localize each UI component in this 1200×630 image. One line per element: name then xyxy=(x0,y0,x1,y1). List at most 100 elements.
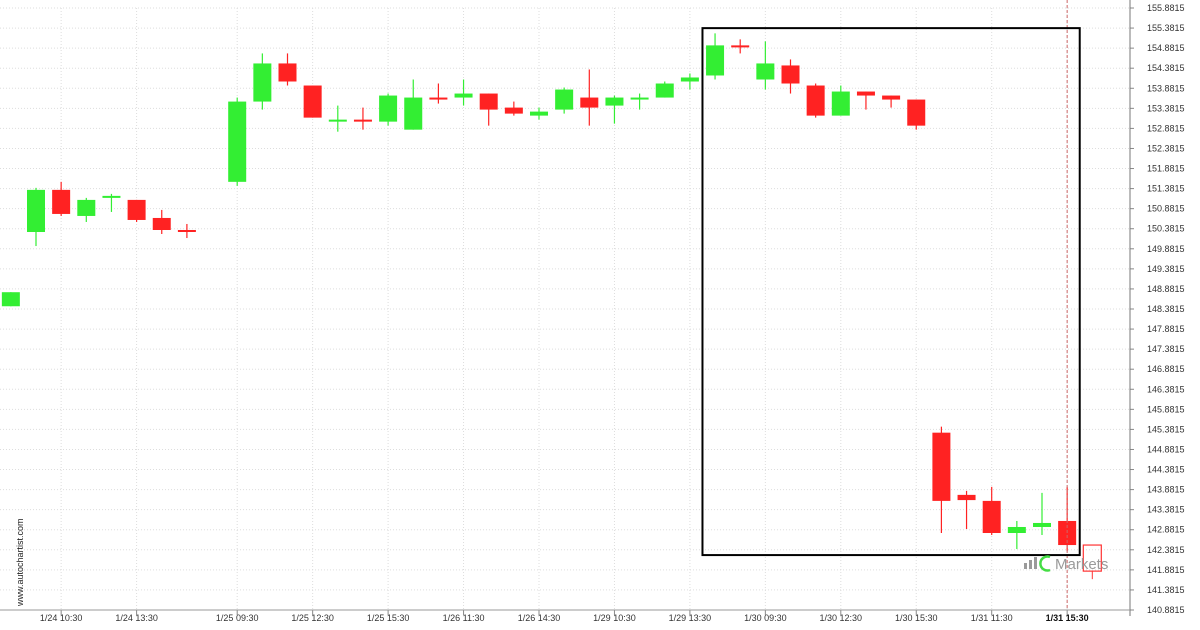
candle-down xyxy=(580,69,599,126)
logo-bar xyxy=(1034,557,1037,569)
candle-body xyxy=(731,45,750,48)
candle-down xyxy=(957,490,976,529)
candle-down xyxy=(177,223,196,239)
brand-logo: Markets xyxy=(1024,555,1108,573)
y-tick-label: 154.8815 xyxy=(1147,43,1185,53)
candle-down xyxy=(806,83,825,118)
candle-body xyxy=(630,97,649,100)
candle-up xyxy=(1033,492,1051,536)
candle-down xyxy=(353,107,372,130)
candle-down xyxy=(278,53,297,86)
candle-body xyxy=(303,85,322,118)
x-tick-label: 1/30 15:30 xyxy=(895,613,938,623)
logo-text: Markets xyxy=(1055,556,1108,573)
x-tick-label: 1/30 12:30 xyxy=(820,613,863,623)
logo-bar xyxy=(1024,563,1027,569)
y-tick-label: 143.8815 xyxy=(1147,485,1185,495)
candle-body xyxy=(781,65,800,84)
candle-body xyxy=(1007,526,1026,534)
candle-body xyxy=(756,63,775,80)
candle-up xyxy=(680,73,699,90)
candle-up xyxy=(1,292,20,307)
y-tick-label: 144.8815 xyxy=(1147,444,1185,454)
candle-body xyxy=(605,97,624,106)
candle-body xyxy=(932,432,951,501)
candle-up xyxy=(228,97,247,186)
x-tick-label: 1/29 13:30 xyxy=(669,613,712,623)
candle-up xyxy=(706,33,725,80)
candle-up xyxy=(102,193,121,212)
x-tick-label: 1/31 15:30 xyxy=(1046,613,1089,623)
candle-body xyxy=(52,189,71,214)
candle-up xyxy=(27,187,45,247)
y-tick-label: 153.8815 xyxy=(1147,83,1185,93)
candle-body xyxy=(353,119,372,122)
y-tick-label: 148.3815 xyxy=(1147,304,1185,314)
candle-body xyxy=(982,500,1001,534)
candle-body xyxy=(957,494,976,501)
candle-body xyxy=(77,199,96,216)
x-tick-label: 1/24 10:30 xyxy=(40,613,83,623)
candle-body xyxy=(379,95,398,122)
y-tick-label: 148.8815 xyxy=(1147,284,1185,294)
candle-up xyxy=(454,79,473,106)
y-tick-label: 149.3815 xyxy=(1147,264,1185,274)
logo-bar xyxy=(1029,560,1032,569)
candle-down xyxy=(907,99,926,130)
pattern-overlay xyxy=(701,0,1102,610)
candle-body xyxy=(177,229,196,232)
x-tick-label: 1/29 10:30 xyxy=(593,613,636,623)
y-tick-label: 150.3815 xyxy=(1147,224,1185,234)
candle-body xyxy=(127,199,146,220)
x-tick-label: 1/30 09:30 xyxy=(744,613,787,623)
candle-body xyxy=(328,119,347,122)
candle-up xyxy=(605,95,624,124)
logo-bars-icon xyxy=(1024,555,1051,572)
x-tick-label: 1/25 15:30 xyxy=(367,613,410,623)
y-tick-label: 147.3815 xyxy=(1147,344,1185,354)
y-tick-label: 144.3815 xyxy=(1147,465,1185,475)
y-tick-label: 140.8815 xyxy=(1147,605,1185,615)
candle-body xyxy=(1,292,20,307)
candle-up xyxy=(655,81,674,98)
y-tick-label: 155.3815 xyxy=(1147,23,1185,33)
x-tick-label: 1/25 12:30 xyxy=(291,613,334,623)
x-tick-label: 1/26 14:30 xyxy=(518,613,561,623)
y-tick-label: 155.8815 xyxy=(1147,3,1185,13)
candle-up xyxy=(530,107,548,120)
candle-body xyxy=(27,189,45,233)
y-tick-label: 152.3815 xyxy=(1147,143,1185,153)
watermark: www.autochartist.com xyxy=(15,518,25,607)
candle-up xyxy=(555,87,574,114)
candle-down xyxy=(429,83,448,104)
candle-up xyxy=(630,93,649,110)
candle-down xyxy=(856,91,875,110)
candle-body xyxy=(856,91,875,96)
candle-down xyxy=(152,209,171,235)
x-tick-label: 1/25 09:30 xyxy=(216,613,259,623)
candle-down xyxy=(781,59,800,94)
candle-body xyxy=(1058,520,1077,546)
candle-body xyxy=(655,83,674,98)
candle-body xyxy=(429,97,448,100)
y-tick-label: 141.3815 xyxy=(1147,585,1185,595)
projection-box xyxy=(1082,544,1102,572)
candle-up xyxy=(77,197,96,222)
candles xyxy=(1,33,1077,552)
y-tick-label: 150.8815 xyxy=(1147,204,1185,214)
candle-body xyxy=(555,89,574,110)
pattern-box xyxy=(701,27,1081,557)
candle-body xyxy=(152,217,171,230)
candle-body xyxy=(706,45,725,76)
x-tick-label: 1/26 11:30 xyxy=(443,613,485,623)
candle-body xyxy=(1033,522,1051,527)
x-tick-label: 1/24 13:30 xyxy=(115,613,158,623)
y-tick-label: 145.3815 xyxy=(1147,424,1185,434)
candle-up xyxy=(328,105,347,132)
candle-body xyxy=(404,97,423,130)
candle-up xyxy=(1007,520,1026,550)
candle-down xyxy=(479,93,498,126)
candle-body xyxy=(530,111,548,116)
candle-down xyxy=(504,101,523,116)
